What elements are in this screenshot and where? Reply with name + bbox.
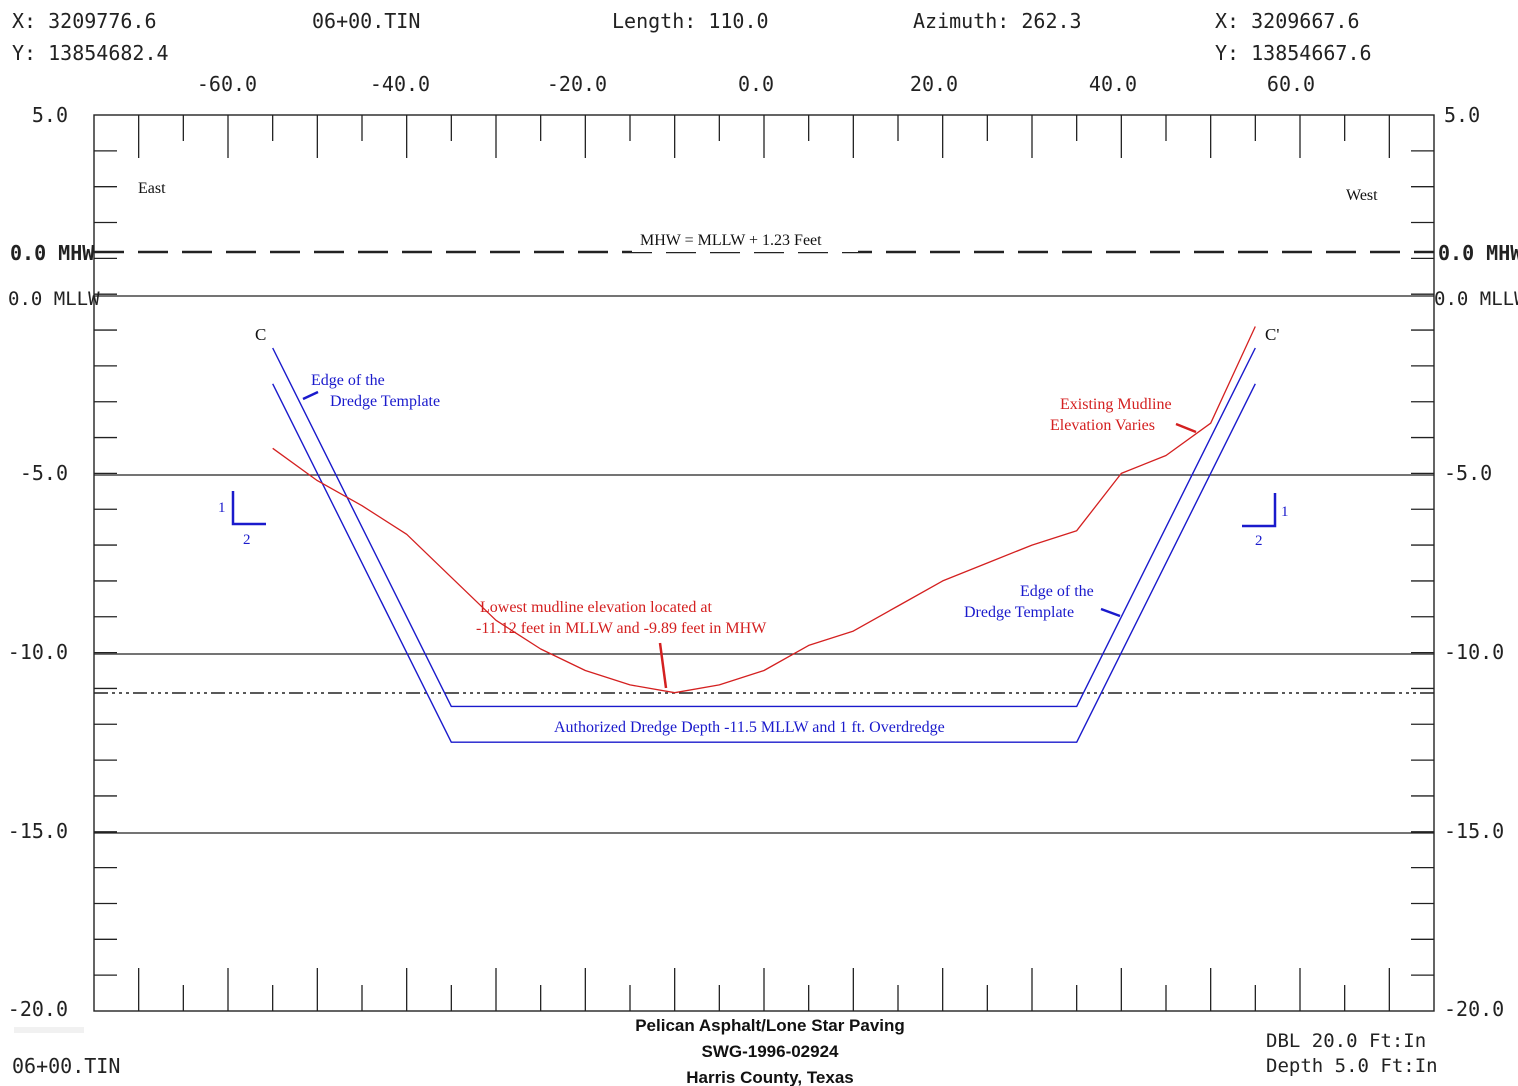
x-tick-label: -60.0 — [197, 72, 257, 96]
x-tick-label: 40.0 — [1089, 72, 1137, 96]
y-tick-label: -20.0 — [1444, 997, 1504, 1021]
x-tick-label: 0.0 — [738, 72, 774, 96]
dredge-template-line — [272, 347, 1256, 708]
edge-left-line2: Dredge Template — [330, 393, 440, 410]
start-y-coordinate: Y: 13854682.4 — [12, 41, 169, 65]
edge-right-line1: Edge of the — [1020, 583, 1094, 600]
y-tick-label: -20.0 — [8, 997, 68, 1021]
mhw-note-mask — [632, 230, 858, 252]
lowest-mudline-callout: Lowest mudline elevation located at -11.… — [476, 599, 767, 689]
mudline-line1: Existing Mudline — [1060, 396, 1172, 413]
overdredge-template-line — [272, 383, 1256, 743]
mllw-label-right: 0.0 MLLW — [1434, 288, 1518, 310]
slope-indicator-left: 1 2 — [218, 491, 266, 548]
mllw-label-left: 0.0 MLLW — [8, 288, 100, 310]
vertical-scale: Depth 5.0 Ft:In — [1266, 1055, 1438, 1077]
axis-ticks — [94, 115, 1434, 1011]
end-x-coordinate: X: 3209667.6 — [1215, 9, 1360, 33]
y-tick-label: -5.0 — [1444, 461, 1492, 485]
section-azimuth: Azimuth: 262.3 — [913, 9, 1082, 33]
mudline-line2: Elevation Varies — [1050, 417, 1155, 434]
x-tick-label: 60.0 — [1267, 72, 1315, 96]
edge-right-line2: Dredge Template — [964, 604, 1074, 621]
x-axis-labels: -60.0 -40.0 -20.0 0.0 20.0 40.0 60.0 — [197, 72, 1315, 96]
tin-file-name: 06+00.TIN — [312, 9, 420, 33]
slope-rise-left: 1 — [218, 500, 226, 516]
authorized-depth-label: Authorized Dredge Depth -11.5 MLLW and 1… — [554, 719, 945, 736]
y-tick-label: -15.0 — [8, 819, 68, 843]
left-edge-callout: Edge of the Dredge Template — [302, 372, 440, 410]
y-axis-labels-left: 5.0 -5.0 -10.0 -15.0 -20.0 — [8, 103, 68, 1021]
west-label: West — [1346, 187, 1378, 204]
right-edge-callout: Edge of the Dredge Template — [964, 583, 1121, 621]
section-length: Length: 110.0 — [612, 9, 769, 33]
slope-symbol-left — [231, 491, 266, 526]
y-axis-labels-right: 5.0 -5.0 -10.0 -15.0 -20.0 — [1444, 103, 1504, 1021]
edge-left-line1: Edge of the — [311, 372, 385, 389]
lowest-line1: Lowest mudline elevation located at — [480, 599, 712, 616]
slope-rise-right: 1 — [1281, 504, 1289, 520]
project-county: Harris County, Texas — [686, 1068, 854, 1086]
y-tick-label: 5.0 — [1444, 103, 1480, 127]
horizontal-scale: DBL 20.0 Ft:In — [1266, 1030, 1426, 1052]
footer-tin-name: 06+00.TIN — [12, 1054, 120, 1078]
x-tick-label: 20.0 — [910, 72, 958, 96]
y-tick-label: 5.0 — [32, 103, 68, 127]
existing-mudline — [272, 326, 1256, 694]
slope-run-left: 2 — [243, 532, 251, 548]
slope-indicator-right: 1 2 — [1242, 493, 1289, 549]
slope-run-right: 2 — [1255, 533, 1263, 549]
mudline-leader — [1175, 422, 1197, 434]
mudline-callout: Existing Mudline Elevation Varies — [1050, 396, 1197, 434]
end-y-coordinate: Y: 13854667.6 — [1215, 41, 1372, 65]
y-tick-label: -15.0 — [1444, 819, 1504, 843]
slope-symbol-right — [1242, 493, 1277, 528]
start-x-coordinate: X: 3209776.6 — [12, 9, 157, 33]
mhw-label-right: 0.0 MHW — [1438, 241, 1518, 265]
lowest-line2: -11.12 feet in MLLW and -9.89 feet in MH… — [476, 620, 767, 637]
y-tick-label: -10.0 — [8, 640, 68, 664]
x-tick-label: -20.0 — [547, 72, 607, 96]
mhw-conversion-note: MHW = MLLW + 1.23 Feet — [640, 232, 822, 249]
section-start-label: C — [255, 325, 266, 344]
project-title: Pelican Asphalt/Lone Star Paving — [635, 1016, 905, 1035]
mhw-label-left: 0.0 MHW — [10, 241, 95, 265]
permit-number: SWG-1996-02924 — [701, 1042, 839, 1061]
lowest-leader — [658, 642, 668, 689]
edge-right-leader — [1100, 607, 1121, 618]
y-tick-label: -5.0 — [20, 461, 68, 485]
section-end-label: C' — [1265, 325, 1279, 344]
y-tick-label: -10.0 — [1444, 640, 1504, 664]
x-tick-label: -40.0 — [370, 72, 430, 96]
footer-smudge — [14, 1027, 84, 1033]
east-label: East — [138, 180, 166, 197]
edge-left-leader — [302, 390, 319, 401]
